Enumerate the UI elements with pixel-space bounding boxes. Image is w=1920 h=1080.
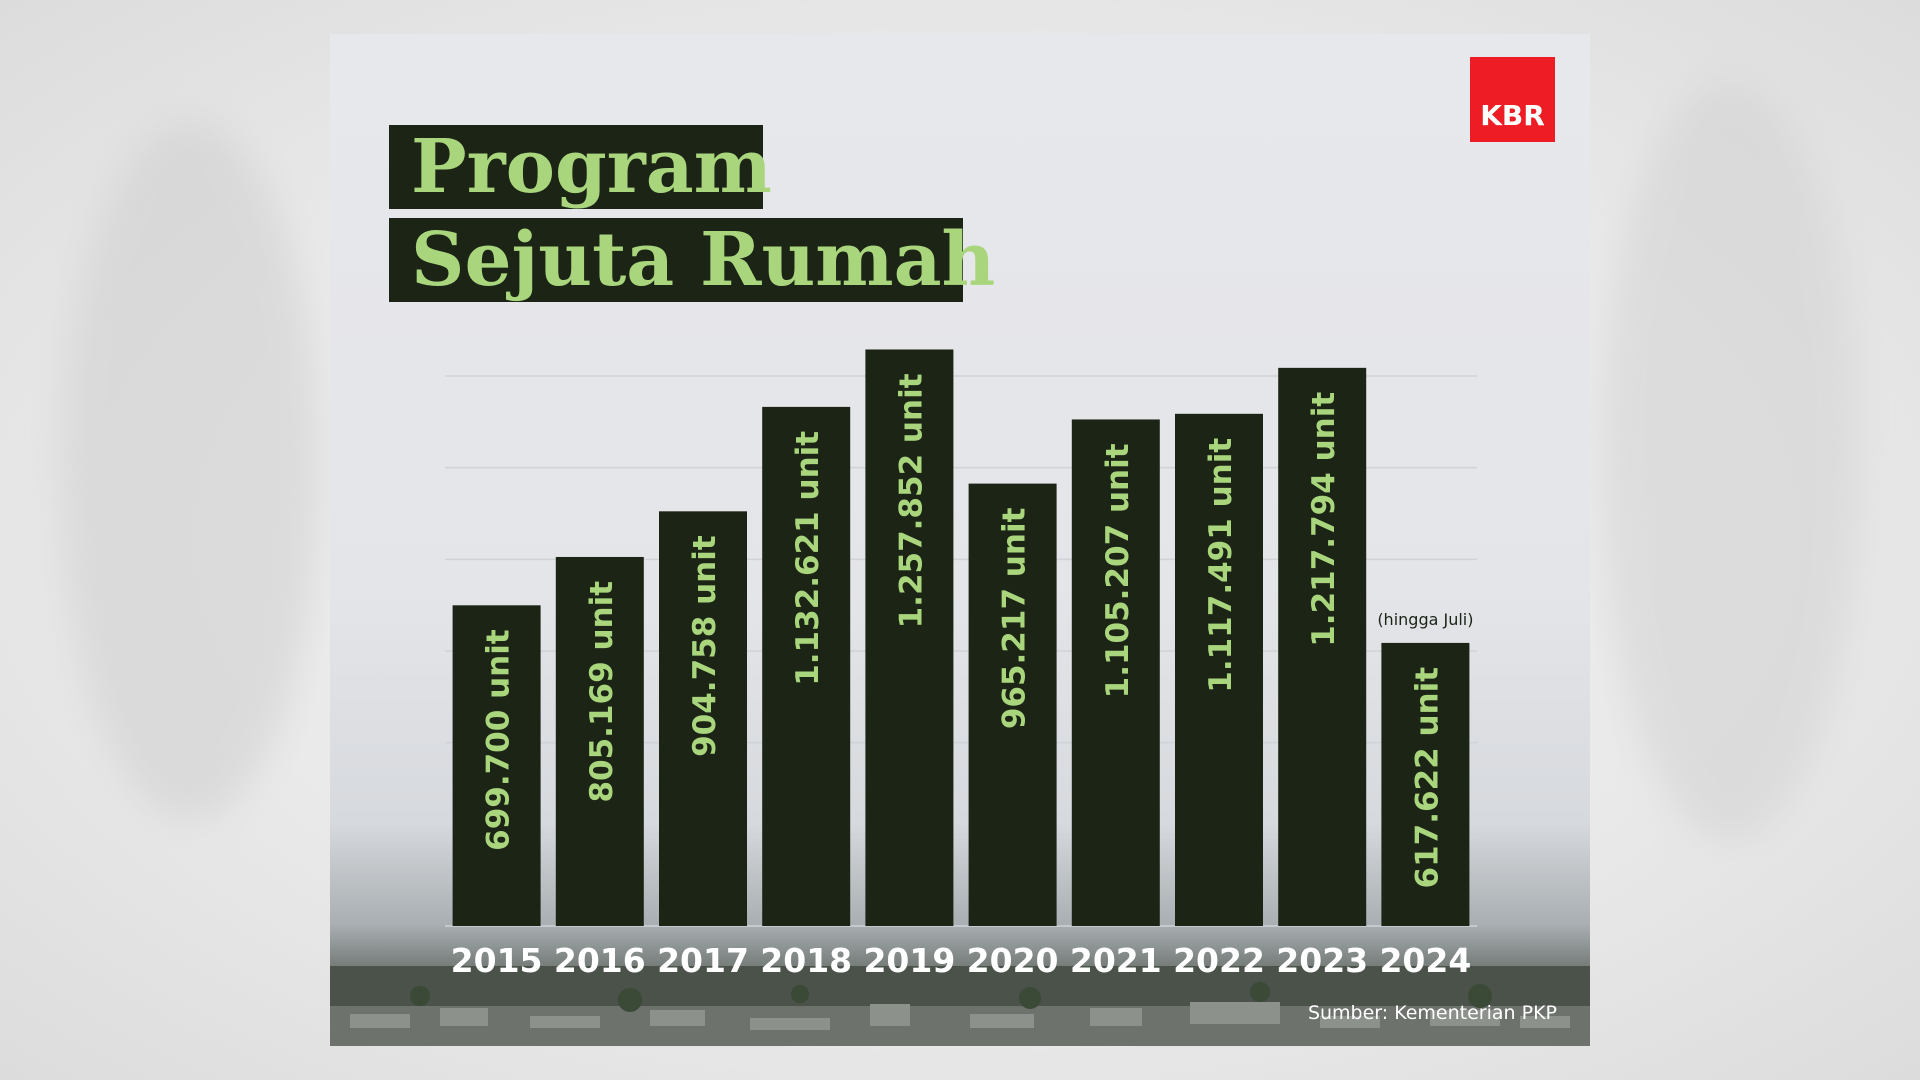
kbr-logo: KBR [1470,57,1555,142]
bar-2019 [865,349,954,926]
bar-value-label-2019: 1.257.852 unit [893,373,929,628]
bar-2023 [1278,367,1367,926]
bar-2024 [1381,642,1470,926]
x-tick-label-2021: 2021 [1070,941,1162,980]
bar-value-label-2018: 1.132.621 unit [790,431,826,686]
bar-2016 [555,556,644,926]
annotation-2024: (hingga Juli) [1377,610,1473,629]
infographic-card: Program Sejuta Rumah KBR 699.700 unit 201… [330,34,1590,1046]
background-brush-right [1600,80,1860,840]
bar-2022 [1175,413,1263,926]
bar-value-label-2020: 965.217 unit [997,507,1033,729]
kbr-logo-text: KBR [1480,99,1545,132]
x-tick-label-2022: 2022 [1173,941,1265,980]
chart-title-line-1: Program [389,125,772,209]
x-tick-label-2020: 2020 [967,941,1059,980]
bar-chart: 699.700 unit 2015 805.169 unit 2016 904.758 … [445,349,1477,980]
city-skyline-backdrop [330,966,1590,1046]
x-tick-label-2015: 2015 [451,941,543,980]
bar-2015 [452,605,541,926]
x-tick-label-2017: 2017 [657,941,749,980]
bar-value-label-2015: 699.700 unit [481,629,517,851]
x-tick-label-2023: 2023 [1276,941,1368,980]
chart-title-line-2: Sejuta Rumah [389,218,995,302]
bar-2018 [762,406,851,926]
background-brush-left [60,120,320,820]
bar-value-label-2023: 1.217.794 unit [1306,392,1342,647]
bar-value-label-2024: 617.622 unit [1409,667,1445,889]
bar-2017 [659,511,747,926]
x-tick-label-2018: 2018 [760,941,852,980]
source-note: Sumber: Kementerian PKP [1307,1002,1557,1024]
bar-value-label-2021: 1.105.207 unit [1100,443,1136,698]
bar-value-label-2017: 904.758 unit [687,535,723,757]
bar-value-label-2016: 805.169 unit [584,581,620,803]
x-tick-label-2024: 2024 [1379,941,1471,980]
x-tick-label-2019: 2019 [863,941,955,980]
bar-2020 [968,483,1057,926]
bar-2021 [1071,419,1160,926]
bar-value-label-2022: 1.117.491 unit [1203,438,1239,693]
x-tick-label-2016: 2016 [554,941,646,980]
